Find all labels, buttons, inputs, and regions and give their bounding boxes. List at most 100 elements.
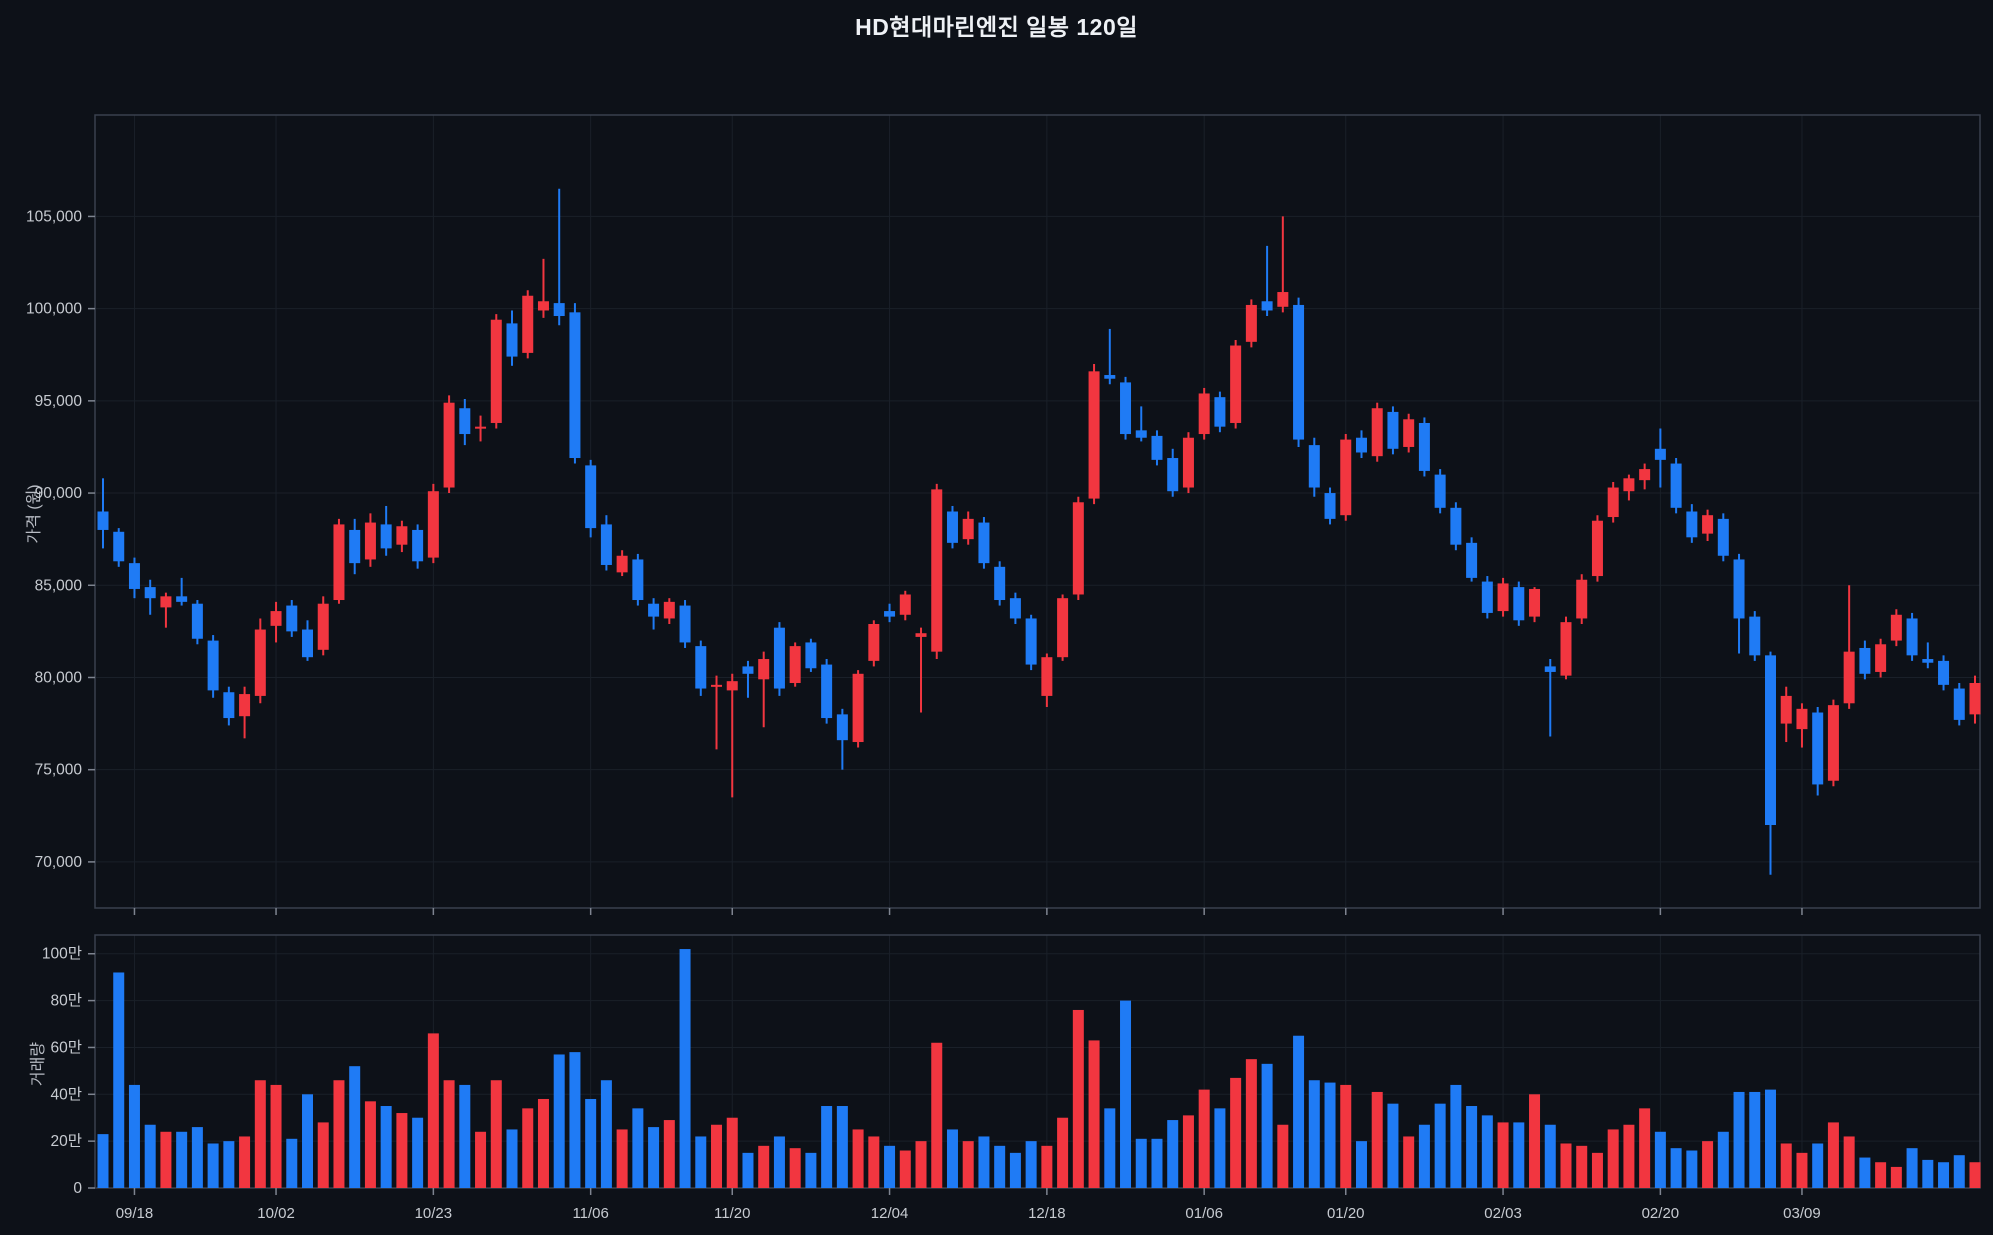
- candle: [1906, 612, 1918, 661]
- date-label: 01/06: [1185, 1205, 1223, 1222]
- candle: [1450, 502, 1462, 551]
- price-pane-border: [94, 114, 1981, 909]
- volume-bar: [412, 1117, 424, 1188]
- candle: [836, 708, 848, 770]
- volume-bar: [1324, 1082, 1336, 1188]
- candle: [128, 557, 140, 599]
- candle-body: [1324, 493, 1336, 519]
- volume-bar: [1843, 1136, 1855, 1188]
- volume-bar: [1135, 1138, 1147, 1188]
- volume-bar: [1403, 1136, 1415, 1188]
- candle-body: [1654, 448, 1666, 460]
- candle-body: [1308, 445, 1320, 488]
- candle-body: [1859, 647, 1871, 674]
- candle: [1167, 448, 1179, 497]
- candle: [1544, 659, 1556, 737]
- volume-bar: [349, 1066, 361, 1188]
- candle-body: [1607, 487, 1619, 518]
- candle: [711, 675, 723, 750]
- volume-bar: [443, 1080, 455, 1188]
- candle-body: [128, 563, 140, 589]
- volume-bar: [1151, 1138, 1163, 1188]
- volume-bar: [128, 1084, 140, 1188]
- candle-body: [1749, 616, 1761, 656]
- candle: [254, 618, 266, 704]
- candle: [1308, 437, 1320, 497]
- candle-body: [742, 666, 754, 674]
- candle-body: [852, 673, 864, 743]
- candle-body: [1277, 292, 1289, 307]
- volume-bar: [522, 1108, 534, 1188]
- volume-bar: [1812, 1143, 1824, 1188]
- volume-bar: [1230, 1077, 1242, 1188]
- candle: [1214, 391, 1226, 433]
- candle: [585, 459, 597, 538]
- volume-bar: [537, 1098, 549, 1188]
- candle-body: [1434, 474, 1446, 508]
- candle: [1686, 504, 1698, 543]
- candle: [648, 598, 660, 630]
- price-tick-label: 105,000: [26, 208, 82, 225]
- volume-bar: [1025, 1141, 1037, 1188]
- candle: [1560, 616, 1572, 680]
- price-tick-label: 75,000: [35, 762, 83, 779]
- volume-bar: [1293, 1035, 1305, 1188]
- volume-bar: [1544, 1124, 1556, 1188]
- candle: [427, 483, 439, 564]
- candle-body: [1355, 437, 1367, 453]
- candle-body: [1151, 435, 1163, 460]
- candle: [915, 627, 927, 713]
- candle: [868, 620, 880, 667]
- candle-body: [1088, 371, 1100, 499]
- volume-bar: [459, 1084, 471, 1188]
- volume-bar: [1938, 1162, 1950, 1188]
- volume-bar: [1717, 1131, 1729, 1188]
- candle-body: [427, 491, 439, 558]
- candles-group: [97, 188, 1981, 875]
- candle-body: [1167, 458, 1179, 492]
- volume-tick-label: 0: [73, 1180, 82, 1197]
- candle-body: [223, 692, 235, 719]
- candle-body: [1182, 437, 1194, 488]
- candle-body: [1057, 598, 1069, 658]
- volume-bar: [223, 1141, 235, 1188]
- volume-bar: [191, 1127, 203, 1188]
- candle: [1261, 245, 1273, 317]
- candle: [1057, 594, 1069, 661]
- candle-body: [711, 684, 723, 687]
- volume-bar: [1796, 1152, 1808, 1188]
- candle: [1827, 699, 1839, 787]
- volume-bar: [1355, 1141, 1367, 1188]
- chart-title: HD현대마린엔진 일봉 120일: [855, 14, 1138, 40]
- candle-body: [1418, 422, 1430, 471]
- candle-body: [1466, 542, 1478, 578]
- volume-bar: [994, 1145, 1006, 1188]
- candle-body: [758, 659, 770, 680]
- price-tick-label: 80,000: [35, 669, 83, 686]
- price-tick-label: 100,000: [26, 301, 82, 318]
- volume-bar: [270, 1084, 282, 1188]
- candle-body: [1702, 515, 1714, 534]
- candle-body: [1340, 439, 1352, 516]
- candle: [1733, 553, 1745, 654]
- candle: [679, 600, 691, 648]
- volume-bar: [1387, 1103, 1399, 1188]
- volume-bar: [632, 1108, 644, 1188]
- candle: [1576, 574, 1588, 624]
- candle-body: [726, 681, 738, 691]
- candle: [1355, 430, 1367, 459]
- date-label: 01/20: [1327, 1205, 1365, 1222]
- volume-bar: [1371, 1091, 1383, 1188]
- candle: [1151, 430, 1163, 466]
- candle-body: [978, 522, 990, 564]
- candle-body: [396, 526, 408, 545]
- volume-bar: [679, 949, 691, 1188]
- candle: [333, 518, 345, 604]
- candle: [1890, 609, 1902, 647]
- volume-tick-label: 80만: [50, 992, 82, 1010]
- volume-bar: [1214, 1108, 1226, 1188]
- candle: [1340, 434, 1352, 521]
- price-tick-label: 95,000: [35, 393, 83, 410]
